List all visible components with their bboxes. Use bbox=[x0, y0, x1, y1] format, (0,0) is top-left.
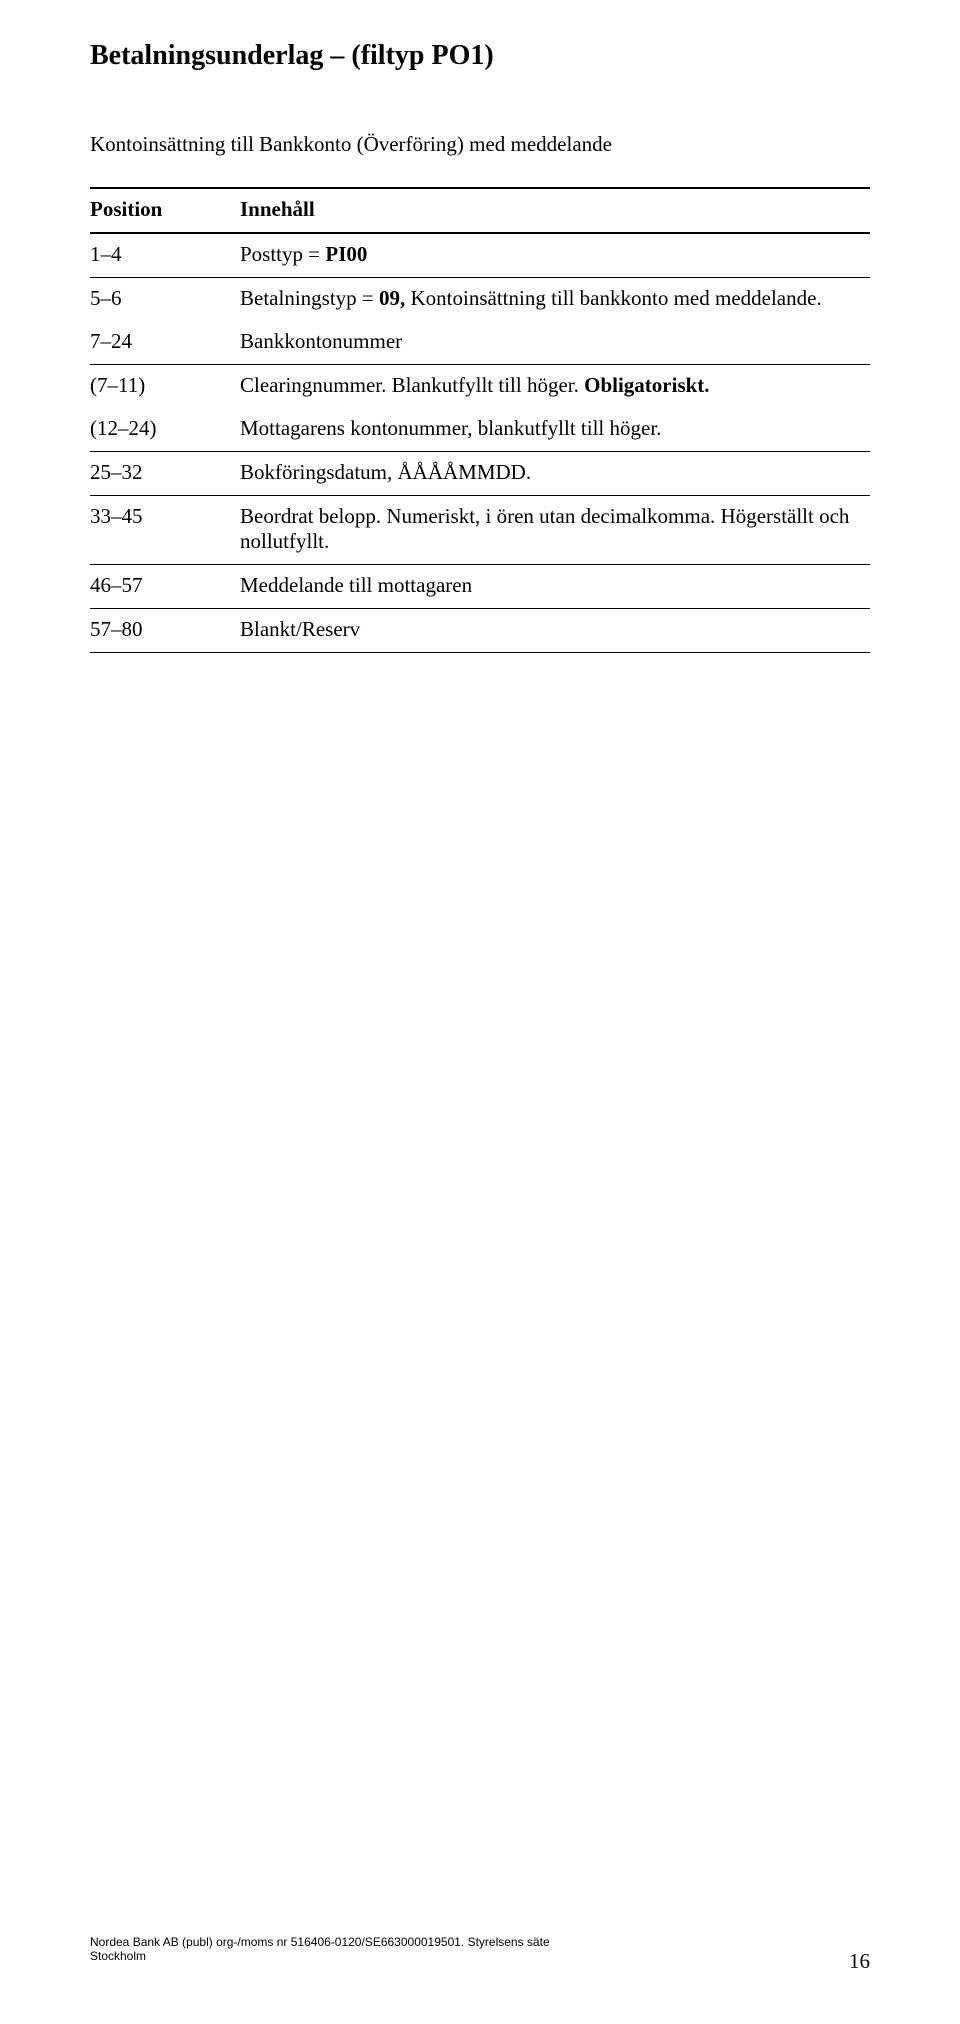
cell-position: 46–57 bbox=[90, 565, 240, 609]
cell-position: 57–80 bbox=[90, 609, 240, 653]
table-row: 33–45 Beordrat belopp. Numeriskt, i ören… bbox=[90, 496, 870, 565]
table-row: 46–57 Meddelande till mottagaren bbox=[90, 565, 870, 609]
spec-table: Position Innehåll 1–4 Posttyp = PI00 5–6… bbox=[90, 187, 870, 653]
page-title: Betalningsunderlag – (filtyp PO1) bbox=[90, 40, 870, 72]
cell-desc: Bokföringsdatum, ÅÅÅÅMMDD. bbox=[240, 452, 870, 496]
cell-position: 33–45 bbox=[90, 496, 240, 565]
cell-position: 5–6 bbox=[90, 278, 240, 322]
cell-position: 25–32 bbox=[90, 452, 240, 496]
cell-desc: Posttyp = PI00 bbox=[240, 233, 870, 278]
table-row: (12–24) Mottagarens kontonummer, blankut… bbox=[90, 408, 870, 452]
footer-line-2: Stockholm bbox=[90, 1949, 146, 1963]
table-row: 7–24 Bankkontonummer bbox=[90, 321, 870, 365]
cell-desc: Blankt/Reserv bbox=[240, 609, 870, 653]
cell-desc: Betalningstyp = 09, Kontoinsättning till… bbox=[240, 278, 870, 322]
header-position: Position bbox=[90, 188, 240, 233]
table-row: (7–11) Clearingnummer. Blankutfyllt till… bbox=[90, 365, 870, 409]
table-row: 25–32 Bokföringsdatum, ÅÅÅÅMMDD. bbox=[90, 452, 870, 496]
page-footer: Nordea Bank AB (publ) org-/moms nr 51640… bbox=[90, 1935, 870, 1974]
cell-position: (12–24) bbox=[90, 408, 240, 452]
cell-desc: Mottagarens kontonummer, blankutfyllt ti… bbox=[240, 408, 870, 452]
cell-desc: Beordrat belopp. Numeriskt, i ören utan … bbox=[240, 496, 870, 565]
cell-desc: Clearingnummer. Blankutfyllt till höger.… bbox=[240, 365, 870, 409]
table-row: 1–4 Posttyp = PI00 bbox=[90, 233, 870, 278]
cell-desc: Bankkontonummer bbox=[240, 321, 870, 365]
cell-position: (7–11) bbox=[90, 365, 240, 409]
table-header-row: Position Innehåll bbox=[90, 188, 870, 233]
cell-position: 7–24 bbox=[90, 321, 240, 365]
footer-line-1: Nordea Bank AB (publ) org-/moms nr 51640… bbox=[90, 1935, 550, 1949]
section-subtitle: Kontoinsättning till Bankkonto (Överföri… bbox=[90, 132, 870, 157]
table-row: 57–80 Blankt/Reserv bbox=[90, 609, 870, 653]
header-content: Innehåll bbox=[240, 188, 870, 233]
page-number: 16 bbox=[669, 1949, 870, 1974]
cell-position: 1–4 bbox=[90, 233, 240, 278]
page: Betalningsunderlag – (filtyp PO1) Kontoi… bbox=[0, 0, 960, 2024]
table-row: 5–6 Betalningstyp = 09, Kontoinsättning … bbox=[90, 278, 870, 322]
cell-desc: Meddelande till mottagaren bbox=[240, 565, 870, 609]
